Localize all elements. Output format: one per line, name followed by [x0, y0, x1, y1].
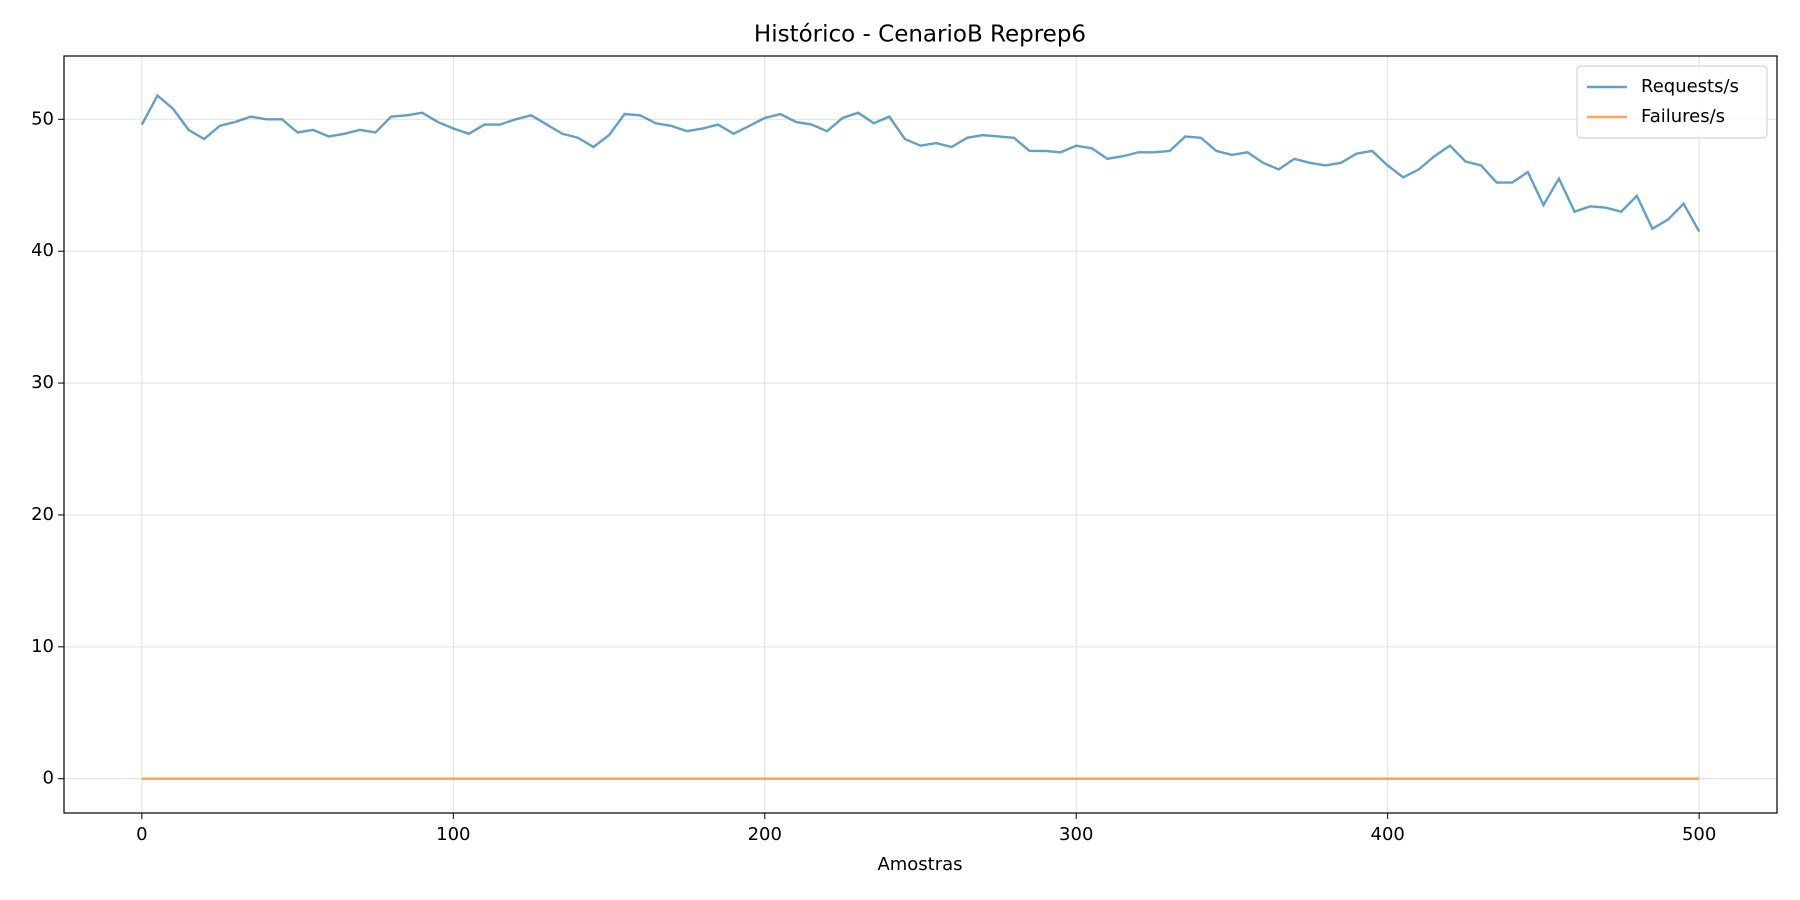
- legend-label: Failures/s: [1641, 106, 1725, 127]
- data-line: [140, 93, 1701, 232]
- legend-frame: [1576, 65, 1768, 139]
- plot-frame: [63, 55, 1778, 814]
- chart-title: Histórico - CenarioB Reprep6: [754, 22, 1086, 48]
- x-tick-label: 500: [1682, 824, 1716, 845]
- x-tick-label: 200: [748, 824, 782, 845]
- x-tick-label: 100: [436, 824, 470, 845]
- y-tick-label: 40: [31, 240, 54, 261]
- legend-label: Requests/s: [1641, 76, 1739, 97]
- x-axis-label: Amostras: [877, 854, 962, 875]
- y-tick-label: 50: [31, 108, 54, 129]
- x-tick-label: 300: [1059, 824, 1093, 845]
- y-tick-label: 10: [31, 636, 54, 657]
- x-tick-label: 400: [1371, 824, 1405, 845]
- y-tick-label: 20: [31, 504, 54, 525]
- x-tick-label: 0: [136, 824, 147, 845]
- y-tick-label: 0: [43, 768, 54, 789]
- y-tick-label: 30: [31, 372, 54, 393]
